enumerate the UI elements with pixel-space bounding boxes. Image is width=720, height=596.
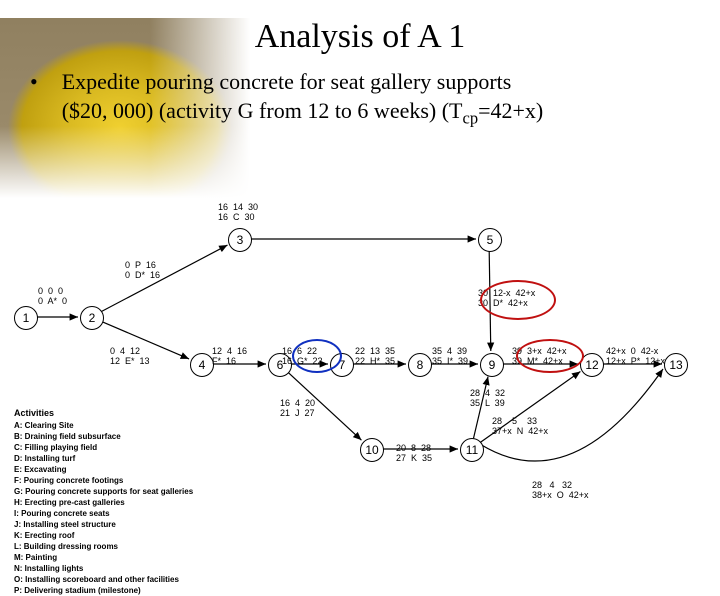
legend-item-10: K: Erecting roof: [14, 530, 193, 541]
node-5: 5: [478, 228, 502, 252]
legend-item-7: H: Erecting pre-cast galleries: [14, 497, 193, 508]
node-9: 9: [480, 353, 504, 377]
edge-label-0: 0 0 0 0 A* 0: [38, 286, 67, 306]
legend-title: Activities: [14, 408, 193, 419]
legend-item-4: E: Excavating: [14, 464, 193, 475]
edge-label-15: 28 4 32 38+x O 42+x: [532, 480, 589, 500]
edge-label-10: 42+x 0 42-x 12+x P* 12+x: [606, 346, 665, 366]
edge-label-6: 22 13 35 22 H* 35: [355, 346, 395, 366]
slide-content: Analysis of A 1 • Expedite pouring concr…: [0, 18, 720, 128]
bullet-text: Expedite pouring concrete for seat galle…: [62, 68, 544, 128]
legend-item-9: J: Installing steel structure: [14, 519, 193, 530]
legend-item-12: M: Painting: [14, 552, 193, 563]
node-10: 10: [360, 438, 384, 462]
legend-item-2: C: Filling playing field: [14, 442, 193, 453]
edge-label-12: 20 8 28 27 K 35: [396, 443, 432, 463]
legend-item-1: B: Draining field subsurface: [14, 431, 193, 442]
edge-label-1: 0 P 16 0 D* 16: [125, 260, 160, 280]
legend-item-3: D: Installing turf: [14, 453, 193, 464]
bullet-line1: Expedite pouring concrete for seat galle…: [62, 69, 512, 94]
activities-legend: Activities A: Clearing SiteB: Draining f…: [14, 408, 193, 596]
legend-item-15: P: Delivering stadium (milestone): [14, 585, 193, 596]
bullet-line2b: =42+x): [478, 98, 543, 123]
node-8: 8: [408, 353, 432, 377]
edge-label-7: 35 4 39 35 I* 39: [432, 346, 468, 366]
legend-item-6: G: Pouring concrete supports for seat ga…: [14, 486, 193, 497]
edge-label-3: 16 14 30 16 C 30: [218, 202, 258, 222]
node-13: 13: [664, 353, 688, 377]
node-3: 3: [228, 228, 252, 252]
highlight-ring-1: [480, 280, 556, 320]
edge-label-4: 12 4 16 F* 16: [212, 346, 247, 366]
legend-item-8: I: Pouring concrete seats: [14, 508, 193, 519]
bullet-dot: •: [30, 68, 38, 128]
edge-2-3: [101, 245, 228, 312]
node-11: 11: [460, 438, 484, 462]
bullet-row: • Expedite pouring concrete for seat gal…: [30, 68, 690, 128]
legend-item-5: F: Pouring concrete footings: [14, 475, 193, 486]
bullet-sub: cp: [463, 108, 479, 127]
edge-label-13: 28 4 32 35 L 39: [470, 388, 505, 408]
legend-item-0: A: Clearing Site: [14, 420, 193, 431]
slide-title: Analysis of A 1: [0, 18, 720, 56]
bullet-line2a: ($20, 000) (activity G from 12 to 6 week…: [62, 98, 463, 123]
legend-item-11: L: Building dressing rooms: [14, 541, 193, 552]
node-1: 1: [14, 306, 38, 330]
highlight-ring-2: [516, 339, 584, 373]
legend-item-13: N: Installing lights: [14, 563, 193, 574]
edge-label-11: 16 4 20 21 J 27: [280, 398, 315, 418]
edge-label-2: 0 4 12 12 E* 13: [110, 346, 150, 366]
node-2: 2: [80, 306, 104, 330]
edge-label-14: 28 5 33 37+x N 42+x: [492, 416, 548, 436]
network-diagram: 12345678910111213 0 0 0 0 A* 00 P 16 0 D…: [0, 198, 720, 558]
highlight-ring-0: [292, 339, 342, 373]
legend-item-14: O: Installing scoreboard and other facil…: [14, 574, 193, 585]
node-4: 4: [190, 353, 214, 377]
